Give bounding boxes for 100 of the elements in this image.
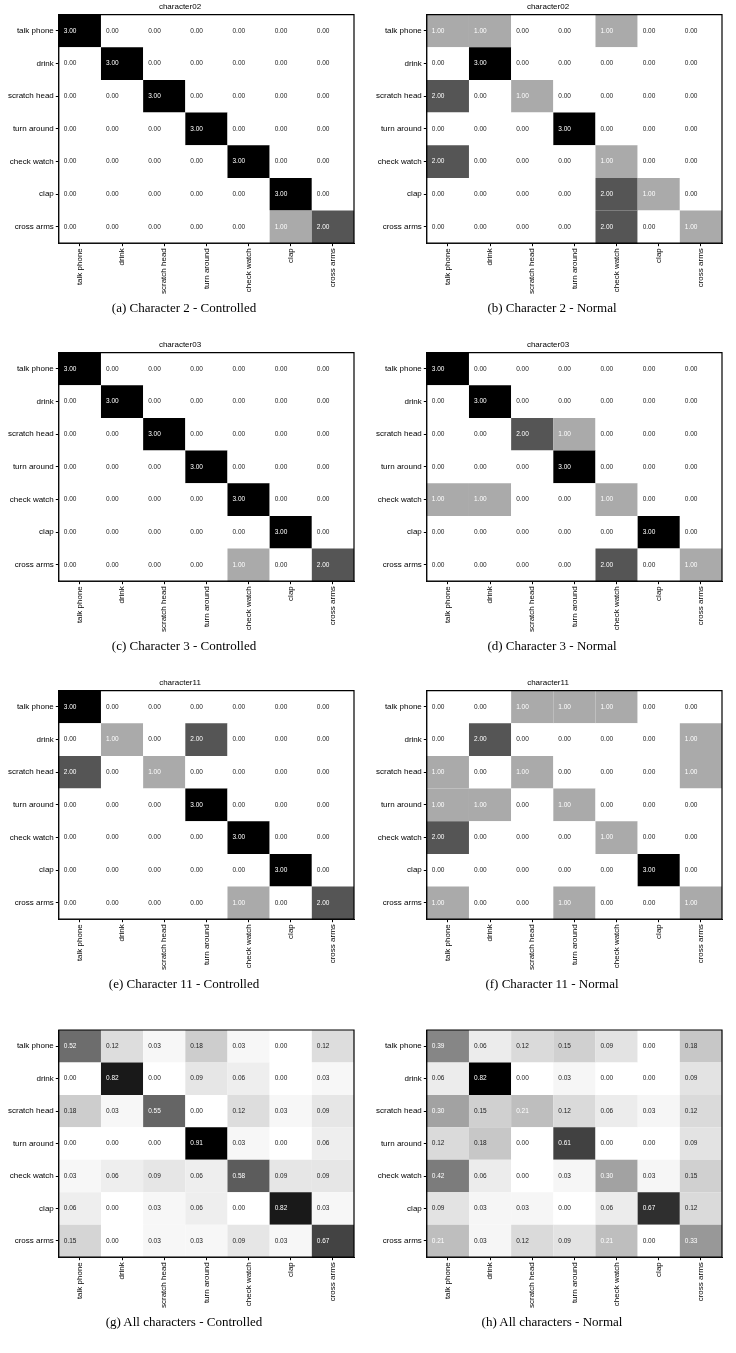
y-tick-label: clap xyxy=(39,189,55,199)
y-tick-label: clap xyxy=(39,527,55,537)
text: (b) Character 2 - Normal xyxy=(486,300,618,316)
x-tick-label: turn around xyxy=(201,924,211,966)
x-tick-label: cross arms xyxy=(696,248,706,288)
y-tick-label: drink xyxy=(404,1073,423,1083)
chart-title: character03 xyxy=(158,340,202,349)
chart-title: character02 xyxy=(158,2,202,11)
text: (e) Character 11 - Controlled xyxy=(107,976,261,992)
x-tick-label: turn around xyxy=(569,1262,579,1304)
x-tick-label: turn around xyxy=(201,586,211,628)
y-tick-label: cross arms xyxy=(14,560,54,570)
x-tick-label: scratch head xyxy=(159,586,169,633)
x-tick-label: talk phone xyxy=(75,585,85,624)
x-tick-label: scratch head xyxy=(159,1262,169,1309)
x-tick-label: check watch xyxy=(243,248,253,293)
x-tick-label: talk phone xyxy=(443,1261,453,1300)
y-tick-label: turn around xyxy=(12,124,54,134)
x-tick-label: scratch head xyxy=(159,924,169,971)
x-tick-label: talk phone xyxy=(75,923,85,962)
x-tick-label: cross arms xyxy=(696,924,706,964)
x-tick-label: scratch head xyxy=(527,1262,537,1309)
y-tick-label: turn around xyxy=(12,800,54,810)
y-tick-label: drink xyxy=(36,734,55,744)
x-tick-label: check watch xyxy=(611,1262,621,1307)
y-tick-label: clap xyxy=(407,189,423,199)
y-tick-label: cross arms xyxy=(382,898,422,908)
y-tick-label: talk phone xyxy=(16,1041,55,1051)
x-tick-label: cross arms xyxy=(328,586,338,626)
y-tick-label: turn around xyxy=(12,1138,54,1148)
y-tick-label: scratch head xyxy=(375,1106,422,1116)
x-tick-label: cross arms xyxy=(328,248,338,288)
y-tick-label: turn around xyxy=(380,124,422,134)
x-tick-label: clap xyxy=(285,585,295,601)
x-tick-label: drink xyxy=(485,923,495,942)
y-tick-label: check watch xyxy=(9,494,54,504)
y-tick-label: talk phone xyxy=(384,364,423,374)
y-tick-label: scratch head xyxy=(375,429,422,439)
y-tick-label: check watch xyxy=(9,156,54,166)
x-tick-label: clap xyxy=(653,247,663,263)
x-tick-label: clap xyxy=(653,1261,663,1277)
y-tick-label: cross arms xyxy=(382,1236,422,1246)
y-tick-label: scratch head xyxy=(375,767,422,777)
x-tick-label: cross arms xyxy=(696,586,706,626)
text: (h) All characters - Normal xyxy=(480,1314,624,1330)
x-tick-label: turn around xyxy=(569,586,579,628)
x-tick-label: scratch head xyxy=(159,248,169,295)
y-tick-label: scratch head xyxy=(7,1106,54,1116)
y-tick-label: cross arms xyxy=(14,1236,54,1246)
y-tick-label: clap xyxy=(39,865,55,875)
y-tick-label: turn around xyxy=(380,1138,422,1148)
x-tick-label: drink xyxy=(485,247,495,266)
y-tick-label: drink xyxy=(36,58,55,68)
x-tick-label: drink xyxy=(117,247,127,266)
x-tick-label: talk phone xyxy=(443,923,453,962)
x-tick-label: cross arms xyxy=(328,924,338,964)
y-tick-label: scratch head xyxy=(375,91,422,101)
y-tick-label: drink xyxy=(404,58,423,68)
y-tick-label: check watch xyxy=(377,832,422,842)
y-tick-label: scratch head xyxy=(7,429,54,439)
y-tick-label: cross arms xyxy=(14,222,54,232)
x-tick-label: scratch head xyxy=(527,924,537,971)
x-tick-label: check watch xyxy=(243,1262,253,1307)
chart-title: character02 xyxy=(526,2,570,11)
x-tick-label: drink xyxy=(485,585,495,604)
x-tick-label: talk phone xyxy=(443,247,453,286)
y-tick-label: clap xyxy=(407,1203,423,1213)
chart-title: character11 xyxy=(159,678,202,687)
chart-title: character11 xyxy=(527,678,570,687)
x-tick-label: turn around xyxy=(201,1262,211,1304)
text: (c) Character 3 - Controlled xyxy=(110,638,258,654)
x-tick-label: scratch head xyxy=(527,586,537,633)
y-tick-label: turn around xyxy=(380,462,422,472)
y-tick-label: talk phone xyxy=(384,702,423,712)
chart-title: character03 xyxy=(526,340,570,349)
x-tick-label: turn around xyxy=(569,248,579,290)
text: (a) Character 2 - Controlled xyxy=(110,300,258,316)
y-tick-label: drink xyxy=(36,396,55,406)
y-tick-label: check watch xyxy=(377,1171,422,1181)
y-tick-label: talk phone xyxy=(384,1041,423,1051)
text: (g) All characters - Controlled xyxy=(104,1314,264,1330)
y-tick-label: talk phone xyxy=(16,702,55,712)
x-tick-label: cross arms xyxy=(696,1262,706,1302)
y-tick-label: scratch head xyxy=(7,767,54,777)
y-tick-label: talk phone xyxy=(16,364,55,374)
x-tick-label: clap xyxy=(653,585,663,601)
x-tick-label: clap xyxy=(285,923,295,939)
x-tick-label: check watch xyxy=(611,248,621,293)
y-tick-label: drink xyxy=(404,734,423,744)
y-tick-label: turn around xyxy=(380,800,422,810)
x-tick-label: check watch xyxy=(611,586,621,631)
x-tick-label: clap xyxy=(653,923,663,939)
y-tick-label: cross arms xyxy=(382,222,422,232)
x-tick-label: clap xyxy=(285,1261,295,1277)
y-tick-label: drink xyxy=(404,396,423,406)
y-tick-label: cross arms xyxy=(382,560,422,570)
x-tick-label: scratch head xyxy=(527,248,537,295)
y-tick-label: check watch xyxy=(377,494,422,504)
x-tick-label: drink xyxy=(117,923,127,942)
x-tick-label: turn around xyxy=(201,248,211,290)
